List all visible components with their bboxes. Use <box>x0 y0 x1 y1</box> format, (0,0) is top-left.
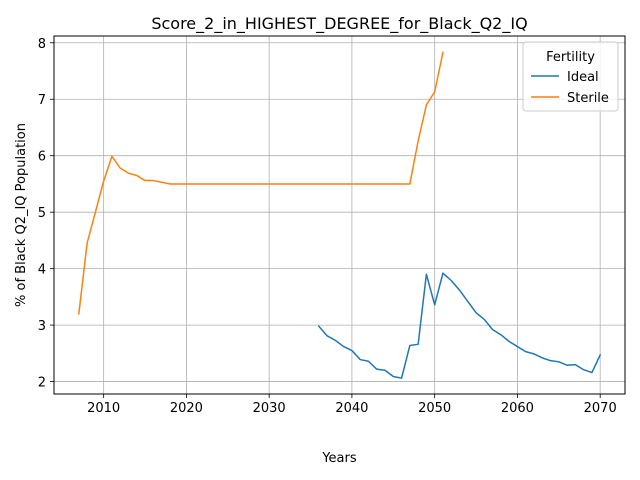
x-tick-label: 2050 <box>418 401 451 416</box>
x-axis-label: Years <box>321 451 357 466</box>
y-axis-label: % of Black Q2_IQ Population <box>14 123 29 307</box>
y-tick-label: 5 <box>38 206 46 221</box>
y-tick-label: 8 <box>38 37 46 52</box>
x-tick-label: 2060 <box>501 401 534 416</box>
legend-label-sterile: Sterile <box>567 91 609 106</box>
y-tick-label: 2 <box>38 376 46 391</box>
legend-title: Fertility <box>546 50 595 65</box>
x-tick-label: 2030 <box>253 401 286 416</box>
x-tick-label: 2010 <box>87 401 120 416</box>
y-tick-label: 3 <box>38 319 46 334</box>
y-tick-label: 6 <box>38 150 46 165</box>
legend: Fertility Ideal Sterile <box>522 41 619 112</box>
legend-label-ideal: Ideal <box>567 70 599 85</box>
series-line-ideal <box>317 272 602 379</box>
tick-layer: 2010 2020 2030 2040 2050 2060 2070 2 3 4 5 6 7 8 <box>38 37 617 416</box>
series-line-sterile <box>77 51 444 315</box>
chart-title: Score_2_in_HIGHEST_DEGREE_for_Black_Q2_I… <box>151 14 527 34</box>
series-layer <box>77 51 602 379</box>
x-tick-label: 2020 <box>170 401 203 416</box>
legend-box <box>522 41 619 112</box>
grid-layer <box>54 36 625 394</box>
x-tick-label: 2070 <box>584 401 617 416</box>
x-tick-label: 2040 <box>335 401 368 416</box>
plot-frame <box>53 35 626 395</box>
y-tick-label: 4 <box>38 263 46 278</box>
y-tick-label: 7 <box>38 93 46 108</box>
